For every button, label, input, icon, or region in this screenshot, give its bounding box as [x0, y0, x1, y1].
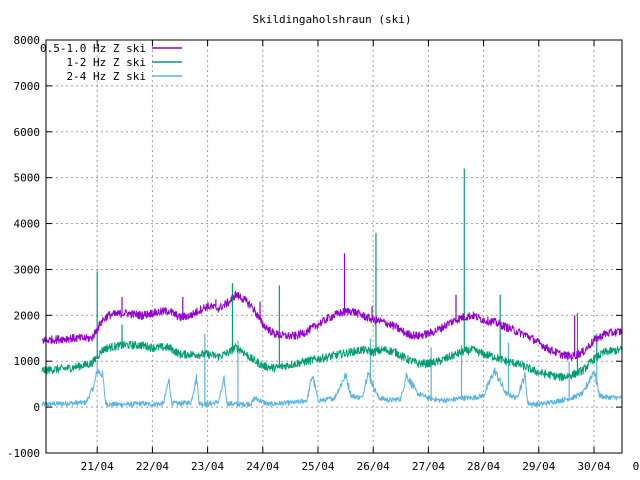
chart-title: Skildingaholshraun (ski)	[253, 13, 412, 26]
series-line	[41, 340, 623, 382]
series-line	[41, 290, 623, 361]
y-tick-label: 2000	[14, 309, 41, 322]
x-tick-label: 30/04	[577, 460, 610, 473]
x-tick-label: 21/04	[81, 460, 114, 473]
x-tick-label: 25/04	[301, 460, 334, 473]
legend-label: 0.5-1.0 Hz Z ski	[40, 42, 146, 55]
y-tick-label: 8000	[14, 34, 41, 47]
grid	[46, 40, 622, 453]
x-tick-label: 01/05	[633, 460, 640, 473]
legend-label: 2-4 Hz Z ski	[67, 70, 146, 83]
y-tick-label: 3000	[14, 263, 41, 276]
axis-ticks: -1000 0 1000 2000 3000 4000 5000 6000 7000 8000 21…	[7, 34, 640, 473]
y-tick-label: 7000	[14, 80, 41, 93]
x-tick-label: 26/04	[357, 460, 390, 473]
y-tick-label: 6000	[14, 126, 41, 139]
x-tick-label: 27/04	[412, 460, 445, 473]
y-tick-label: 0	[33, 401, 40, 414]
y-tick-label: 5000	[14, 172, 41, 185]
series-line	[41, 367, 622, 408]
legend-label: 1-2 Hz Z ski	[67, 56, 146, 69]
y-tick-label: -1000	[7, 447, 40, 460]
y-tick-label: 1000	[14, 355, 41, 368]
x-tick-label: 23/04	[191, 460, 224, 473]
series-group	[41, 168, 623, 408]
x-tick-label: 22/04	[136, 460, 169, 473]
plot-frame	[45, 39, 623, 454]
x-tick-label: 29/04	[522, 460, 555, 473]
x-tick-label: 24/04	[246, 460, 279, 473]
y-tick-label: 4000	[14, 218, 41, 231]
x-tick-label: 28/04	[467, 460, 500, 473]
